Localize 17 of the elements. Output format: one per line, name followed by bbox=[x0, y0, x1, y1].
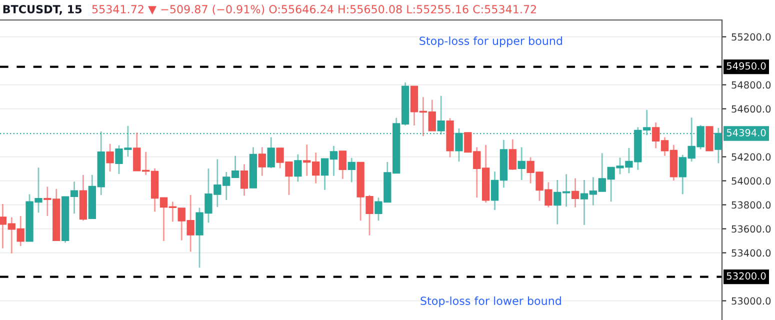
y-tick-label: 53800.0 bbox=[732, 201, 771, 209]
chart-subtitle: 55341.72 ▼ −509.87 (−0.91%) O:55646.24 H:55650.08 L:55255.16 C:55341.72 bbox=[92, 4, 536, 15]
annotation: Stop-loss for upper bound bbox=[420, 36, 562, 48]
y-tick-label: 53000.0 bbox=[732, 297, 771, 305]
ref-line-label: 53200.0 bbox=[726, 272, 766, 280]
candlestick bbox=[706, 126, 714, 152]
y-tick-label: 53400.0 bbox=[732, 249, 771, 257]
y-tick-label: 54000.0 bbox=[732, 177, 771, 185]
ref-line-label: 54950.0 bbox=[726, 62, 766, 70]
ref-line-label: 54394.0 bbox=[726, 128, 766, 136]
y-tick-label: 54200.0 bbox=[732, 153, 771, 161]
y-tick-label: 53600.0 bbox=[732, 225, 771, 233]
y-tick-label: 54800.0 bbox=[732, 81, 771, 89]
y-tick-label: 54600.0 bbox=[732, 105, 771, 113]
chart-title: BTCUSDT, 15 bbox=[3, 4, 82, 15]
annotation: Stop-loss for lower bound bbox=[420, 296, 561, 308]
y-tick-label: 55200.0 bbox=[732, 33, 771, 41]
